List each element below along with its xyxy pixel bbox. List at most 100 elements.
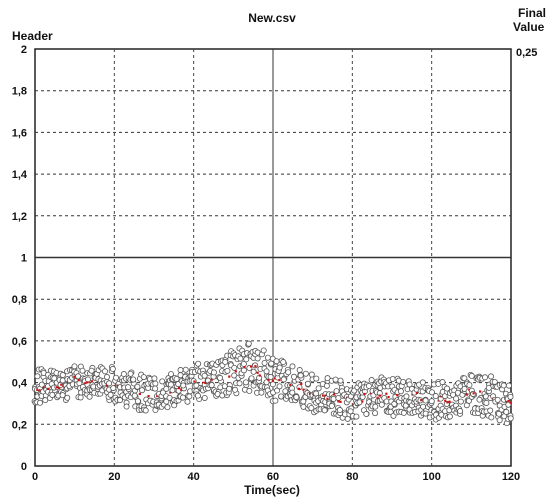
data-point [267, 373, 274, 380]
data-point [217, 374, 224, 381]
data-point [159, 378, 166, 385]
trend-point [297, 387, 301, 390]
y-tick-label: 1,8 [12, 86, 27, 98]
trend-point [396, 393, 399, 397]
trend-point [332, 393, 336, 396]
data-point [368, 377, 375, 384]
data-point [432, 393, 439, 400]
data-point [323, 382, 330, 389]
data-point [353, 413, 360, 420]
data-point [505, 382, 512, 389]
data-point [250, 368, 257, 375]
data-point [109, 365, 116, 372]
y-tick-label: 1 [21, 253, 27, 265]
x-tick-label: 100 [422, 471, 440, 483]
data-point [164, 404, 171, 411]
data-point [397, 388, 404, 395]
trend-point [324, 394, 327, 397]
data-point [419, 379, 426, 386]
data-point [123, 403, 130, 410]
data-point [186, 393, 193, 400]
data-point [439, 379, 446, 386]
trend-point [507, 399, 510, 403]
data-point [179, 394, 186, 401]
trend-point [169, 391, 172, 394]
data-point [500, 382, 507, 389]
data-point [254, 355, 261, 362]
data-point [280, 376, 287, 383]
trend-point [57, 386, 61, 390]
trend-point [448, 400, 451, 403]
data-point [49, 391, 56, 398]
data-point [495, 410, 502, 417]
data-point [444, 385, 451, 392]
trend-point [210, 378, 213, 381]
data-point [101, 368, 108, 375]
data-point [226, 385, 233, 392]
x-axis-label: Time(sec) [244, 483, 300, 497]
data-point [372, 403, 379, 410]
trend-point [444, 399, 447, 402]
trend-point [249, 365, 253, 368]
data-point [242, 379, 249, 386]
y-tick-label: 1,6 [12, 127, 27, 139]
trend-point [267, 379, 270, 382]
trend-point [300, 382, 303, 385]
data-point [272, 397, 279, 404]
data-point [491, 378, 498, 385]
data-point [224, 367, 231, 374]
data-point [503, 408, 510, 415]
data-point [34, 373, 41, 380]
data-point [276, 383, 283, 390]
trend-point [84, 382, 87, 385]
data-point [363, 410, 370, 417]
trend-point [228, 375, 231, 378]
data-point [328, 402, 335, 409]
data-point [245, 340, 252, 347]
trend-point [47, 387, 50, 390]
data-point [507, 415, 514, 422]
data-point [173, 375, 180, 382]
data-point [237, 355, 244, 362]
data-point [280, 359, 287, 366]
data-point [86, 393, 93, 400]
data-point [106, 380, 113, 387]
data-point [332, 376, 339, 383]
data-point [406, 381, 413, 388]
data-point [308, 405, 315, 412]
data-point [64, 394, 71, 401]
data-point [276, 364, 283, 371]
y-tick-label: 0,6 [12, 336, 27, 348]
data-point [222, 358, 229, 365]
data-point [378, 401, 385, 408]
data-point [77, 394, 84, 401]
trend-point [204, 381, 207, 385]
data-point [125, 384, 132, 391]
data-point [103, 373, 110, 380]
y-axis-label: Header [12, 29, 53, 43]
x-tick-label: 0 [32, 471, 38, 483]
data-point [248, 375, 255, 382]
data-point [389, 375, 396, 382]
data-point [297, 372, 304, 379]
data-point [488, 414, 495, 421]
data-point [246, 387, 253, 394]
data-point [131, 392, 138, 399]
trend-point [278, 379, 281, 382]
data-point [169, 387, 176, 394]
data-point [481, 374, 488, 381]
side-label-line2: Value [513, 20, 545, 34]
trend-point [60, 383, 63, 386]
data-point [88, 367, 95, 374]
final-value: 0,25 [516, 47, 537, 59]
trend-point [234, 370, 237, 373]
tick-labels: 0 20 40 60 80 100 120 0 0,2 0,4 0,6 0,8 1 1,2 1,4 1,6 1,… [12, 44, 520, 483]
data-markers [31, 340, 514, 427]
data-point [195, 360, 202, 367]
data-point [194, 392, 201, 399]
data-point [269, 381, 276, 388]
trend-point [326, 397, 329, 400]
data-point [110, 385, 117, 392]
data-point [167, 381, 174, 388]
